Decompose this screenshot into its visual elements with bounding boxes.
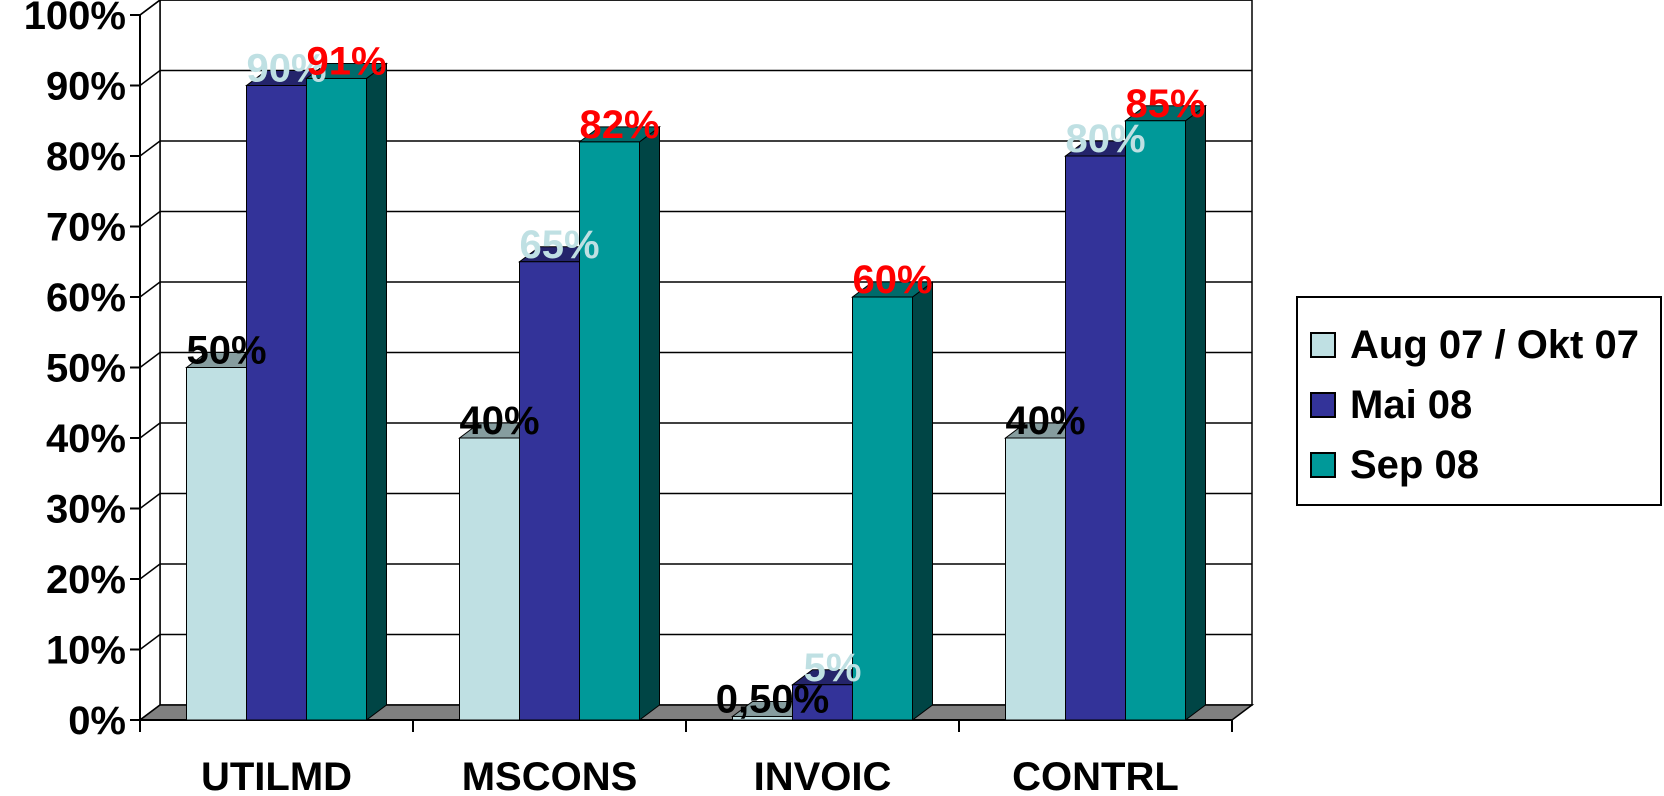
y-tick-label: 40% [46, 417, 126, 461]
legend-label-series-1: Aug 07 / Okt 07 [1350, 322, 1639, 367]
legend-item-series-1: Aug 07 / Okt 07 [1310, 320, 1639, 370]
data-label: 40% [1005, 399, 1085, 443]
gridline-side [139, 69, 161, 87]
data-labels: 50% 90%91% 40% 65% 82% 0,50%5% 60% 40% 80%85% [186, 39, 1205, 721]
data-label: 80% [1065, 117, 1145, 161]
legend-swatch-series-1 [1310, 332, 1336, 358]
y-tick-label: 80% [46, 135, 126, 179]
y-tick-label: 90% [46, 65, 126, 109]
legend-item-series-2: Mai 08 [1310, 380, 1472, 430]
data-label: 40% [459, 399, 539, 443]
gridline-side [139, 422, 161, 439]
bar [1124, 104, 1207, 721]
bar [851, 281, 934, 721]
y-tick-label: 70% [46, 206, 126, 250]
bar [304, 62, 389, 721]
category-label: INVOIC [754, 755, 892, 796]
y-tick-label: 0% [68, 699, 126, 743]
data-label: 85% [1125, 82, 1205, 126]
data-label: 90% [246, 47, 326, 91]
gridline-side [139, 633, 161, 651]
y-axis-ticks: 0% 10% 20% 30% 40% 50% 60% 70% 80% 90% 100% [24, 0, 126, 743]
category-labels: UTILMD MSCONS INVOIC CONTRL [201, 755, 1179, 796]
y-tick-label: 100% [24, 0, 126, 38]
gridline-side [139, 0, 161, 16]
legend-swatch-series-3 [1310, 452, 1336, 478]
bar [577, 125, 662, 721]
legend-label-series-2: Mai 08 [1350, 382, 1473, 427]
gridline-side [139, 210, 161, 228]
legend-item-series-3: Sep 08 [1310, 440, 1479, 490]
data-label: 50% [186, 329, 266, 373]
y-tick-label: 50% [46, 347, 126, 391]
category-label: CONTRL [1012, 755, 1179, 796]
category-label: UTILMD [201, 755, 352, 796]
gridline-side [139, 492, 161, 510]
y-tick-label: 10% [46, 629, 126, 673]
gridline-side [139, 563, 161, 580]
data-label: 65% [519, 223, 599, 267]
y-tick-label: 60% [46, 276, 126, 320]
gridline-side [139, 351, 161, 369]
legend-swatch-series-2 [1310, 392, 1336, 418]
y-tick-label: 30% [46, 488, 126, 532]
bars [185, 62, 1207, 721]
legend: Aug 07 / Okt 07 Mai 08 Sep 08 [1296, 296, 1662, 506]
data-label: 82% [579, 103, 659, 147]
data-label: 0,50% [716, 677, 829, 721]
legend-label-series-3: Sep 08 [1350, 442, 1479, 487]
gridline-side [139, 140, 161, 157]
data-label: 91% [306, 39, 386, 83]
y-tick-label: 20% [46, 558, 126, 602]
data-label: 60% [852, 258, 932, 302]
data-label: 5% [804, 646, 862, 690]
category-label: MSCONS [462, 755, 638, 796]
gridline-side [139, 281, 161, 298]
